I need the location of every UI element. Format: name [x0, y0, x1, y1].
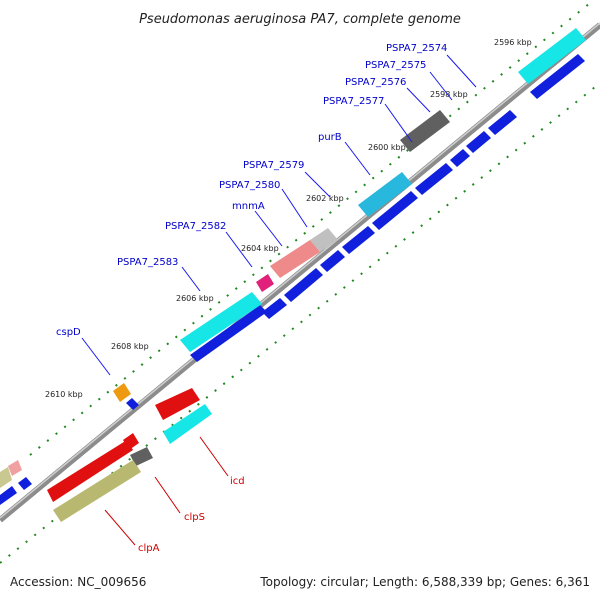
tick-label: 2604 kbp [241, 244, 279, 253]
gene-label-PSPA7_2583: PSPA7_2583 [117, 257, 178, 268]
gene-bar-PSPA7_2574 [518, 28, 586, 84]
cds-arrow [126, 398, 139, 410]
gene-bar-PSPA7_2583 [256, 274, 274, 292]
map-title: Pseudomonas aeruginosa PA7, complete gen… [139, 12, 461, 27]
genome-summary-text: Topology: circular; Length: 6,588,339 bp… [259, 575, 590, 589]
gene-label-PSPA7_2579: PSPA7_2579 [243, 160, 304, 171]
gene-bar-cspD [113, 383, 131, 402]
tick-label: 2598 kbp [430, 90, 468, 99]
gene-label-PSPA7_2580: PSPA7_2580 [219, 180, 280, 191]
forward-gene-track [0, 28, 586, 488]
accession-text: Accession: NC_009656 [10, 575, 146, 589]
gene-label-mnmA: mnmA [232, 201, 265, 212]
tick-label: 2608 kbp [111, 342, 149, 351]
cds-arrow [284, 268, 323, 302]
gene-bar-icd [155, 388, 200, 420]
genome-backbone-highlight [0, 22, 600, 519]
tick-label: 2596 kbp [494, 38, 532, 47]
gene-label-PSPA7_2582: PSPA7_2582 [165, 221, 226, 232]
cds-arrow [450, 149, 470, 167]
gene-label-purB: purB [318, 132, 342, 143]
tick-labels: 2596 kbp 2598 kbp 2600 kbp 2602 kbp 2604… [45, 38, 532, 399]
gene-label-PSPA7_2577: PSPA7_2577 [323, 96, 384, 107]
gene-label-PSPA7_2574: PSPA7_2574 [386, 43, 447, 54]
reverse-leaders [104, 436, 229, 546]
cds-arrow [190, 305, 267, 362]
gene-bar-clpS-2 [130, 447, 153, 466]
gene-label-clpA: clpA [138, 543, 160, 554]
gene-label-cspD: cspD [56, 327, 81, 338]
cds-arrow [372, 191, 418, 230]
gene-bar-clpA-2 [53, 460, 141, 522]
genome-backbone [0, 22, 600, 523]
cds-arrow [18, 477, 32, 490]
outer-tick-track [29, 0, 596, 456]
gene-bar-PSPA7_2582 [270, 240, 320, 278]
gene-bar-mnmA [310, 228, 338, 252]
tick-label: 2610 kbp [45, 390, 83, 399]
gene-bar-icd-2 [163, 404, 212, 444]
cds-arrow [466, 131, 491, 153]
gene-label-PSPA7_2576: PSPA7_2576 [345, 77, 406, 88]
cds-arrow [320, 250, 345, 272]
reverse-gene-track [47, 388, 212, 522]
gene-bar-purB [400, 110, 450, 152]
cds-arrow [342, 226, 375, 254]
gene-label-icd: icd [230, 476, 245, 487]
reverse-gene-labels: icd clpS clpA [138, 476, 245, 554]
gene-bar-left [8, 460, 22, 476]
forward-gene-labels: PSPA7_2574 PSPA7_2575 PSPA7_2576 PSPA7_2… [56, 43, 447, 338]
gene-bar-clpA [47, 440, 133, 502]
cds-arrow [530, 54, 585, 99]
tick-label: 2602 kbp [306, 194, 344, 203]
gene-label-PSPA7_2575: PSPA7_2575 [365, 60, 426, 71]
cds-arrow [0, 486, 17, 505]
cds-arrow [415, 163, 453, 195]
gene-bar-PSPA7_2584 [180, 292, 262, 352]
tick-label: 2606 kbp [176, 294, 214, 303]
forward-cds-track [0, 54, 585, 505]
cds-arrow [488, 110, 517, 135]
gene-bar-PSPA7_2579 [358, 172, 412, 217]
gene-bar-left-2 [0, 467, 12, 488]
gene-label-clpS: clpS [184, 512, 205, 523]
tick-guides [0, 0, 600, 564]
tick-label: 2600 kbp [368, 143, 406, 152]
cds-arrow [262, 298, 287, 319]
forward-leaders [81, 54, 477, 376]
